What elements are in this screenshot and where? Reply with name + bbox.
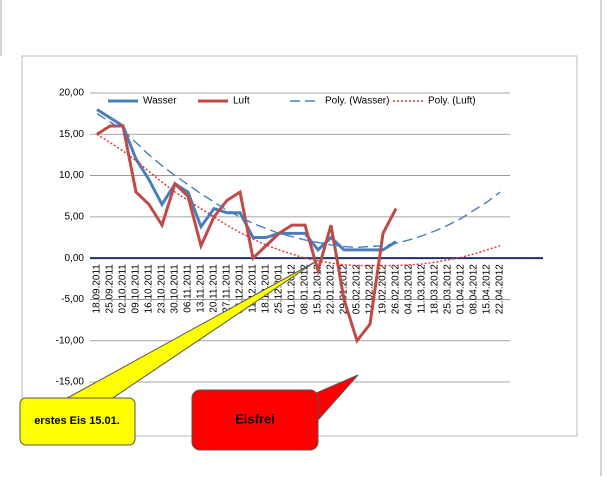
x-tick-label: 27.11.2011 — [222, 264, 233, 313]
y-tick-label: 15,00 — [59, 129, 84, 140]
series-line — [96, 133, 501, 267]
x-tick-label: 06.11.2011 — [183, 264, 194, 313]
series-line — [96, 124, 398, 344]
x-tick-label: 11.03.2012 — [417, 264, 428, 314]
legend-label: Luft — [233, 96, 250, 107]
x-tick-label: 16.10.2011 — [144, 264, 155, 314]
x-tick-label: 09.10.2011 — [131, 264, 142, 314]
y-tick-label: 10,00 — [59, 170, 84, 181]
x-tick-label: 05.02.2012 — [352, 264, 363, 314]
x-tick-label: 01.01.2012 — [287, 264, 298, 314]
x-tick-label: 26.02.2012 — [391, 264, 402, 314]
y-tick-label: -15,00 — [56, 377, 85, 388]
x-tick-label: 18.03.2012 — [430, 264, 441, 314]
x-tick-label: 15.01.2012 — [313, 264, 324, 314]
x-tick-label: 30.10.2011 — [170, 264, 181, 314]
callout-box — [191, 389, 319, 451]
x-tick-label: 25.09.2011 — [105, 264, 116, 314]
x-tick-label: 04.12.2011 — [235, 264, 246, 314]
annotation: Eisfrei — [235, 411, 275, 426]
legend-label: Poly. (Wasser) — [325, 96, 389, 107]
annotation: erstes Eis 15.01. — [34, 415, 120, 427]
x-tick-label: 18.09.2011 — [92, 264, 103, 314]
legend-label: Wasser — [143, 96, 177, 107]
x-tick-label: 04.03.2012 — [404, 264, 415, 314]
x-tick-label: 25.03.2012 — [443, 264, 454, 314]
x-tick-label: 22.01.2012 — [326, 264, 337, 314]
x-tick-label: 25.12.2011 — [274, 264, 285, 314]
x-tick-label: 01.04.2012 — [456, 264, 467, 314]
x-tick-label: 22.04.2012 — [495, 264, 506, 314]
callout-box — [19, 397, 136, 446]
y-tick-label: 5,00 — [65, 211, 85, 222]
legend-label: Poly. (Luft) — [428, 96, 476, 107]
x-tick-label: 13.11.2011 — [196, 264, 207, 313]
x-tick-label: 20.11.2011 — [209, 264, 220, 313]
y-tick-label: 0,00 — [65, 253, 85, 264]
series-line — [96, 113, 501, 249]
x-tick-label: 15.04.2012 — [482, 264, 493, 314]
x-tick-label: 12.02.2012 — [365, 264, 376, 314]
plot-area: 20,00 15,00 10,00 5,00 0,00 -5,00 -10,00 -15,00… — [56, 88, 543, 388]
x-tick-label: 11.12.2011 — [248, 264, 259, 313]
x-tick-label: 08.01.2012 — [300, 264, 311, 314]
x-tick-label: 02.10.2011 — [118, 264, 129, 314]
x-tick-label: 08.04.2012 — [469, 264, 480, 314]
y-tick-label: -5,00 — [61, 294, 84, 305]
y-tick-label: -10,00 — [56, 335, 85, 346]
y-tick-label: 20,00 — [59, 88, 84, 99]
x-tick-label: 19.02.2012 — [378, 264, 389, 314]
x-tick-label: 29.01.2012 — [339, 264, 350, 314]
x-tick-label: 23.10.2011 — [157, 264, 168, 314]
